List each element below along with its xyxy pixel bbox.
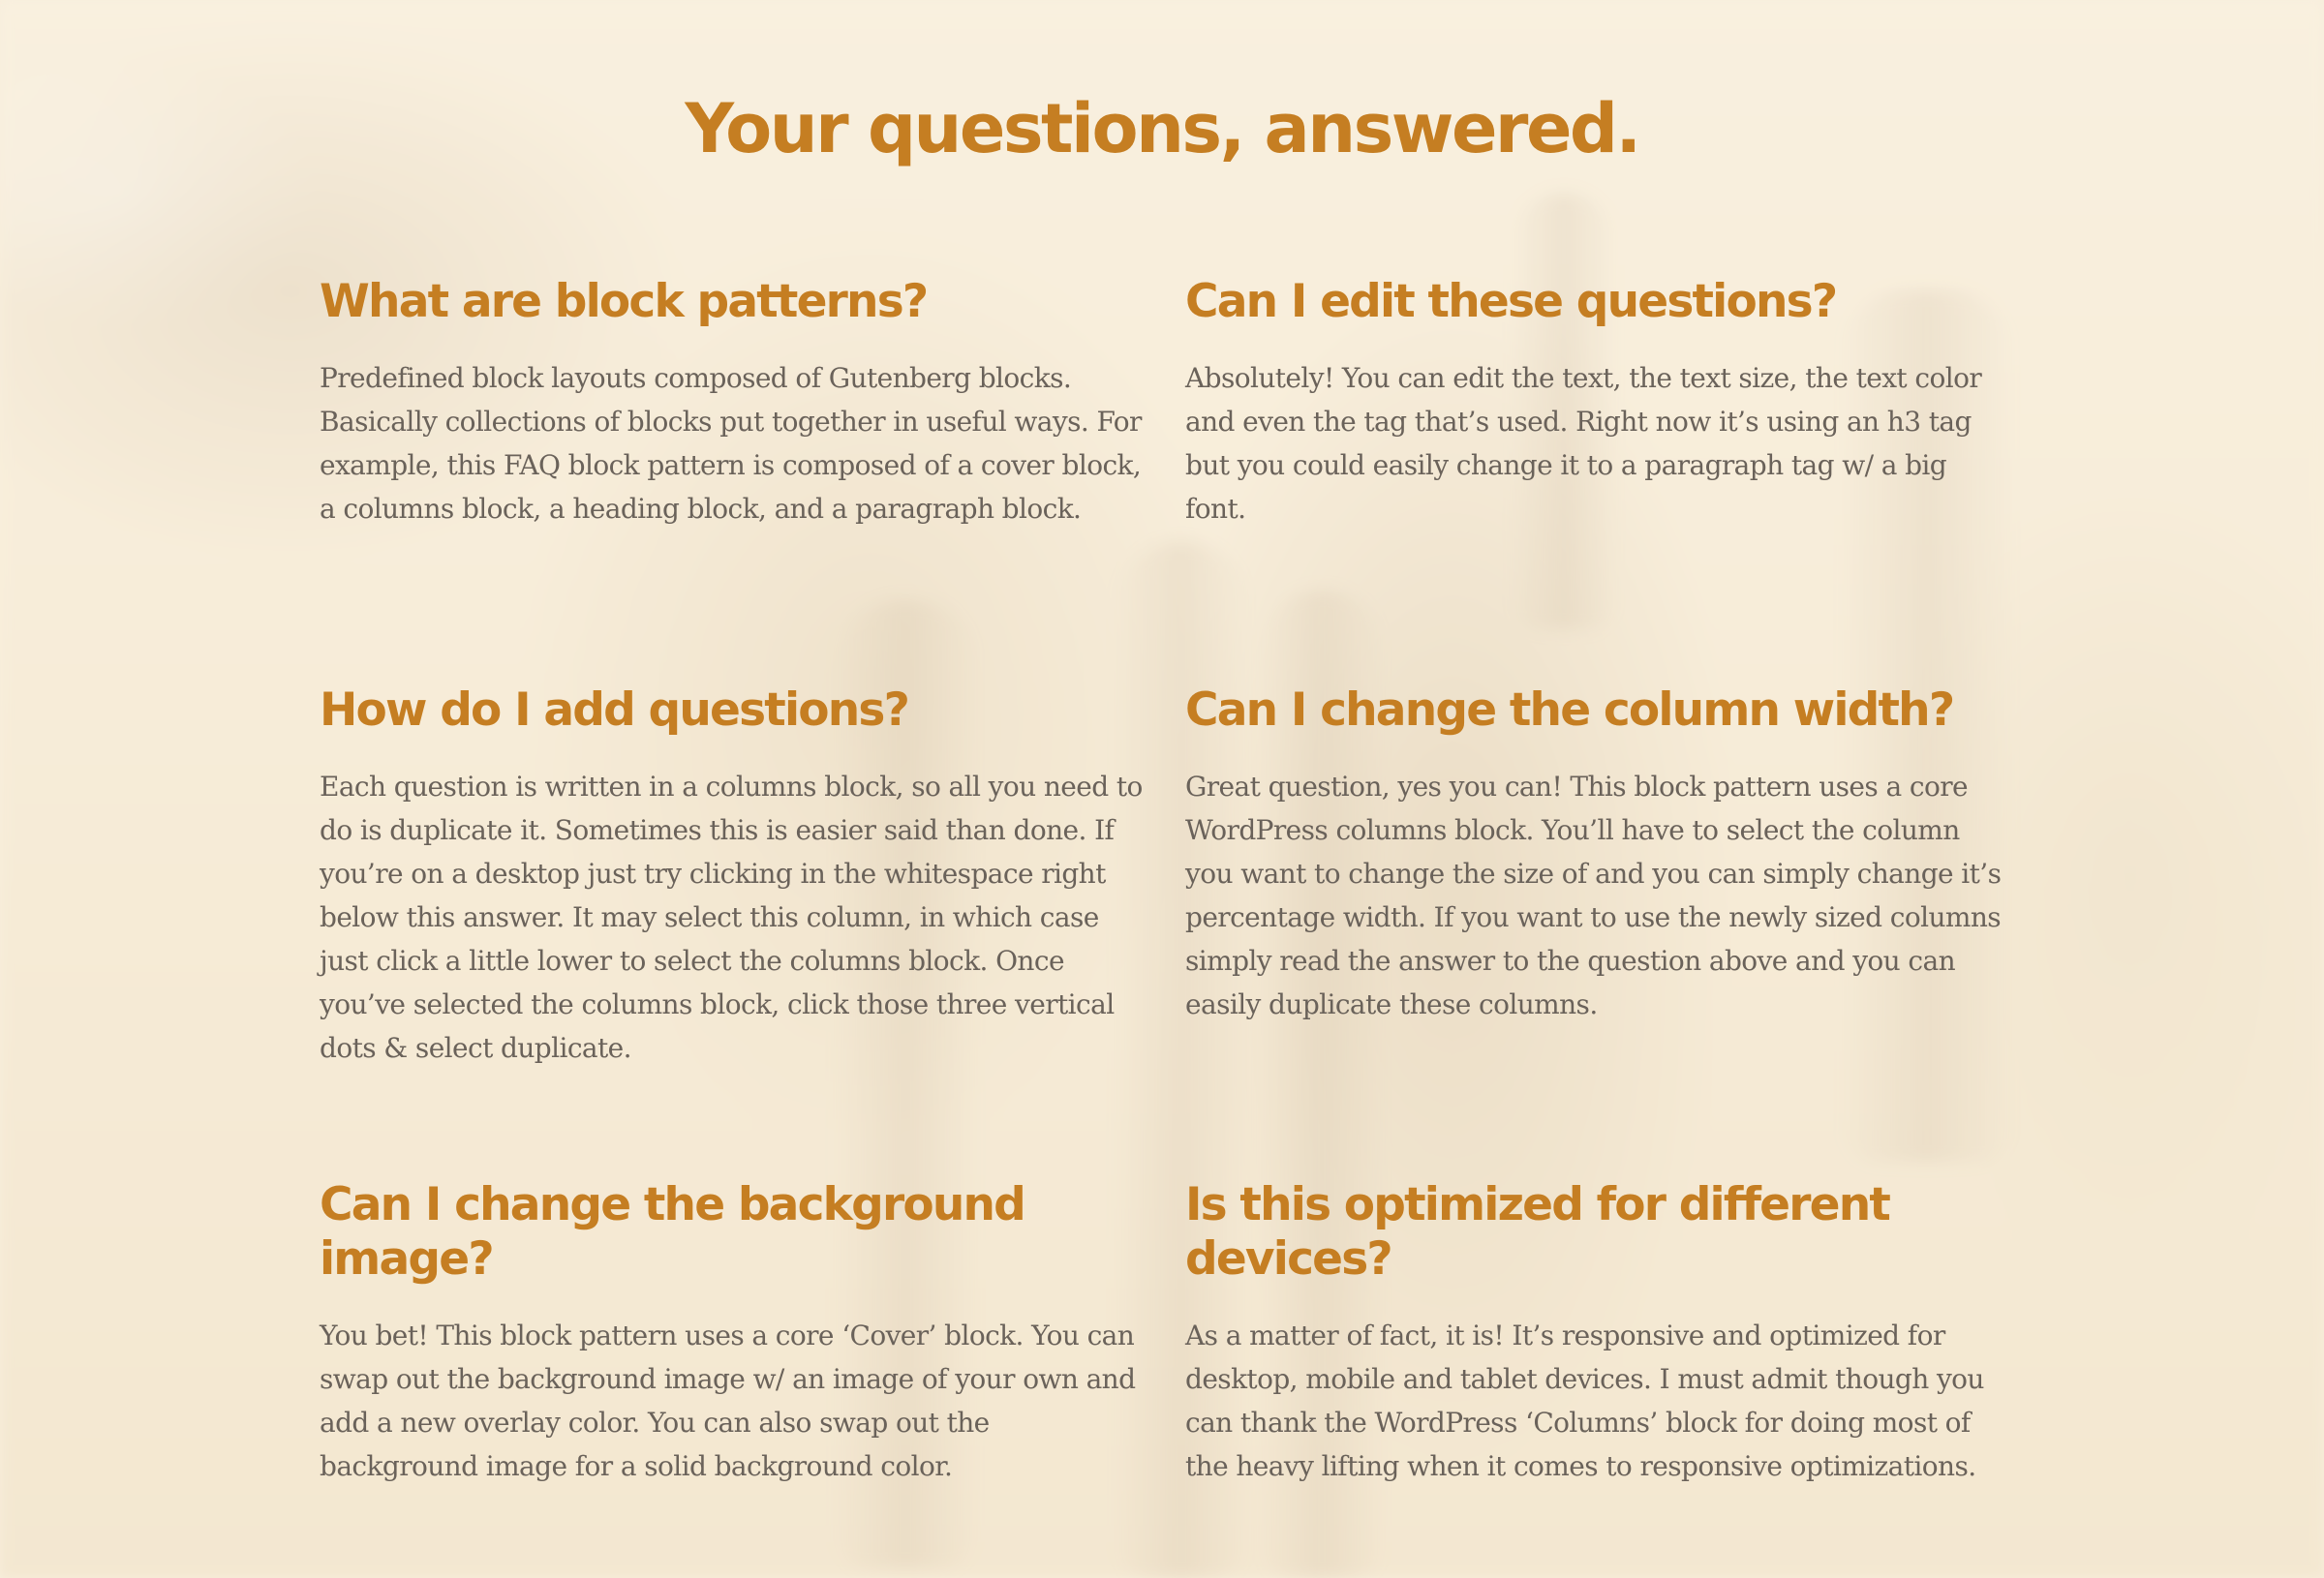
faq-item: What are block patterns? Predefined bloc… <box>320 275 1143 531</box>
faq-question: Is this optimized for different devices? <box>1185 1178 1891 1286</box>
faq-item: Can I change the background image? You b… <box>320 1178 1143 1488</box>
page-title: Your questions, answered. <box>685 89 1641 168</box>
faq-item: Can I edit these questions? Absolutely! … <box>1185 275 2008 531</box>
faq-question: What are block patterns? <box>320 275 929 328</box>
faq-question: Can I change the column width? <box>1185 683 1955 737</box>
faq-item: Is this optimized for different devices?… <box>1185 1178 2008 1488</box>
faq-item: Can I change the column width? Great que… <box>1185 683 2008 1026</box>
faq-answer: Absolutely! You can edit the text, the t… <box>1185 362 1982 525</box>
faq-answer: You bet! This block pattern uses a core … <box>320 1320 1136 1482</box>
faq-item: How do I add questions? Each question is… <box>320 683 1143 1070</box>
faq-question: How do I add questions? <box>320 683 910 737</box>
faq-question: Can I change the background image? <box>320 1178 1026 1286</box>
faq-answer: Great question, yes you can! This block … <box>1185 771 2002 1020</box>
faq-answer: Predefined block layouts composed of Gut… <box>320 362 1142 525</box>
faq-question: Can I edit these questions? <box>1185 275 1838 328</box>
faq-answer: As a matter of fact, it is! It’s respons… <box>1185 1320 1984 1482</box>
faq-answer: Each question is written in a columns bl… <box>320 771 1143 1064</box>
